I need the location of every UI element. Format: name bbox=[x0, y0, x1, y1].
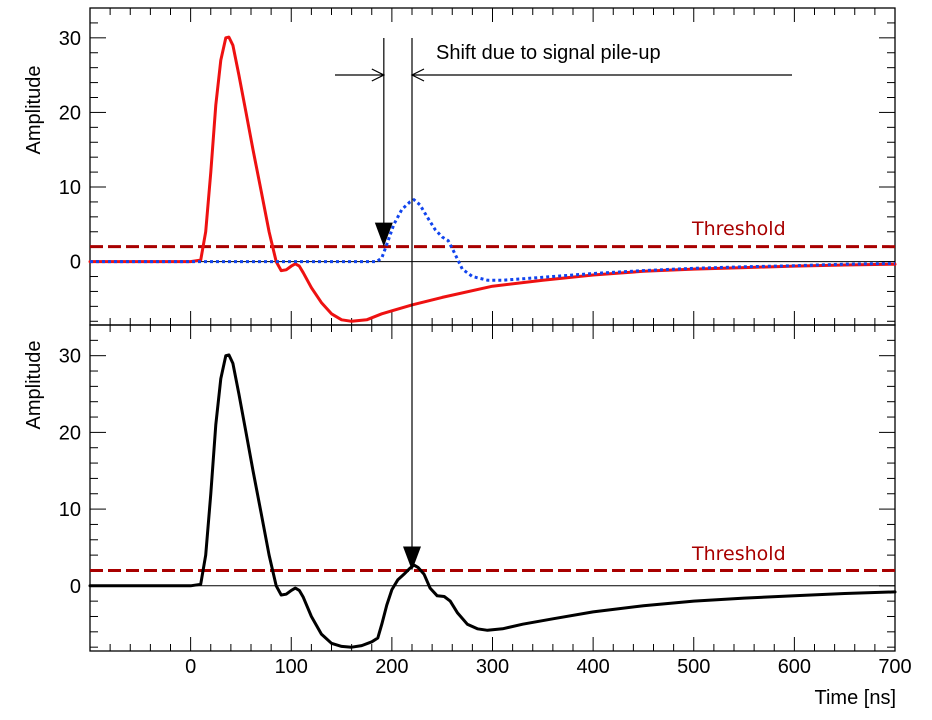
shift-arrow-left-head bbox=[371, 68, 386, 82]
x-tick-label: 600 bbox=[778, 656, 811, 678]
y-tick-label-bottom: 0 bbox=[70, 576, 81, 598]
series-line-second-pulse bbox=[90, 198, 896, 282]
x-tick-label: 0 bbox=[185, 656, 196, 678]
x-axis-title: Time [ns] bbox=[815, 687, 897, 709]
y-tick-label-bottom: 20 bbox=[59, 422, 81, 444]
x-tick-label: 400 bbox=[576, 656, 609, 678]
x-tick-label: 100 bbox=[275, 656, 308, 678]
y-tick-label-top: 10 bbox=[59, 177, 81, 199]
y-axis-title-top: Amplitude bbox=[23, 66, 45, 155]
x-tick-label: 500 bbox=[677, 656, 710, 678]
x-tick-label: 700 bbox=[878, 656, 911, 678]
y-tick-label-top: 0 bbox=[70, 252, 81, 274]
trigger-arrowhead-top bbox=[374, 222, 393, 247]
threshold-label-bottom: Threshold bbox=[691, 543, 786, 565]
threshold-label-top: Threshold bbox=[691, 218, 786, 240]
x-tick-label: 200 bbox=[375, 656, 408, 678]
y-tick-label-top: 30 bbox=[59, 28, 81, 50]
y-tick-label-bottom: 30 bbox=[59, 346, 81, 368]
panel-top: 0 10 20 30 bbox=[59, 7, 897, 326]
y-tick-label-bottom: 10 bbox=[59, 499, 81, 521]
series-line-first-pulse bbox=[88, 35, 897, 323]
y-tick-label-top: 20 bbox=[59, 102, 81, 124]
y-axis-title-bottom: Amplitude bbox=[23, 341, 45, 430]
pileup-annotation-text: Shift due to signal pile-up bbox=[436, 42, 661, 64]
overlay bbox=[335, 38, 792, 571]
x-tick-label: 300 bbox=[476, 656, 509, 678]
shift-arrow-right-head bbox=[410, 68, 425, 82]
trigger-arrowhead-bottom bbox=[403, 546, 421, 571]
series-line-summed-signal bbox=[88, 353, 897, 649]
